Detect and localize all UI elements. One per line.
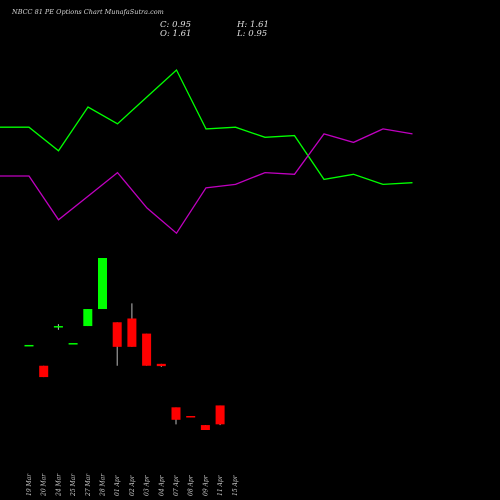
x-tick-label: 03 Apr (144, 474, 151, 496)
candle-body (112, 322, 122, 347)
x-tick-label: 04 Apr (158, 474, 165, 496)
x-tick-label: 20 Mar (41, 473, 48, 497)
candle-6 (98, 258, 107, 310)
candle-12 (186, 416, 196, 418)
candle-body (39, 365, 49, 378)
x-tick-label: 24 Mar (55, 473, 62, 497)
candle-3 (53, 324, 63, 330)
indicator-line-1 (0, 68, 413, 186)
candle-body (156, 363, 166, 367)
x-tick-label: 07 Apr (173, 474, 180, 496)
candle-2 (39, 365, 49, 378)
x-tick-label: 19 Mar (26, 473, 33, 496)
candle-7 (112, 322, 122, 366)
candle-body (98, 258, 107, 310)
candle-14 (215, 405, 225, 426)
candle-11 (171, 407, 181, 425)
x-tick-label: 01 Apr (114, 474, 121, 496)
candle-9 (142, 333, 152, 366)
candle-body (53, 326, 63, 328)
indicator-line-2 (0, 128, 413, 235)
close-value: C: 0.95 (160, 20, 191, 30)
high-value: H: 1.61 (237, 20, 269, 30)
open-value: O: 1.61 (160, 29, 192, 39)
candle-4 (68, 343, 78, 345)
candle-body (186, 416, 196, 418)
x-tick-label: 08 Apr (188, 474, 195, 496)
x-tick-label: 11 Apr (217, 474, 224, 496)
x-tick-label: 25 Mar (70, 473, 77, 497)
candle-body (68, 343, 78, 345)
candle-1 (24, 344, 34, 347)
x-tick-label: 09 Apr (202, 474, 209, 496)
candle-13 (200, 425, 210, 430)
chart-title: NBCC 81 PE Options Chart MunafaSutra.com (12, 8, 164, 16)
candle-body (215, 405, 225, 425)
x-tick-label: 02 Apr (129, 474, 136, 496)
x-tick-label: 28 Mar (100, 473, 107, 497)
x-tick-label: 15 Apr (232, 474, 239, 496)
x-tick-label: 27 Mar (85, 473, 92, 497)
candle-body (200, 425, 210, 430)
candle-body (142, 333, 152, 366)
x-axis-labels: 19 Mar 20 Mar 24 Mar 25 Mar 27 Mar 28 Mar 01 A… (26, 473, 239, 497)
candle-5 (83, 309, 93, 327)
candle-body (171, 407, 181, 420)
candle-body (127, 318, 137, 347)
candlesticks (24, 258, 225, 430)
candle-body (24, 344, 34, 347)
low-value: L: 0.95 (237, 29, 268, 39)
candle-10 (156, 363, 166, 367)
indicator-lines (0, 68, 413, 235)
candle-body (83, 309, 93, 327)
candle-8 (127, 303, 137, 347)
